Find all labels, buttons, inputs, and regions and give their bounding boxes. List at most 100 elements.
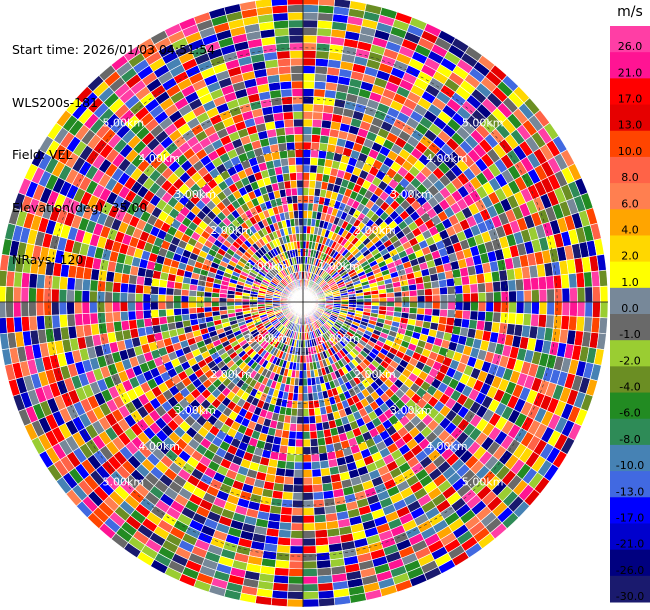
gate-cell: [290, 530, 304, 539]
gate-cell: [302, 179, 310, 189]
gate-cell: [274, 35, 290, 45]
gate-cell: [302, 217, 308, 227]
gate-cell: [313, 88, 326, 98]
gate-cell: [278, 73, 292, 83]
gate-cell: [462, 292, 472, 303]
gate-cell: [424, 308, 433, 316]
gate-cell: [203, 301, 212, 308]
gate-cell: [278, 150, 289, 160]
gate-cell: [281, 103, 294, 113]
gate-cell: [291, 95, 304, 105]
gate-cell: [298, 225, 304, 234]
gate-cell: [424, 294, 433, 303]
range-ring-label: 3.00km: [390, 188, 432, 201]
gate-cell: [598, 317, 608, 335]
gate-cell: [468, 274, 478, 285]
gate-cell: [97, 312, 107, 324]
gate-cell: [293, 476, 304, 486]
gate-cell: [290, 65, 304, 74]
range-ring-label: 4.00km: [426, 440, 468, 453]
gate-cell: [218, 301, 228, 307]
gate-cell: [302, 446, 312, 455]
ray: [302, 0, 336, 303]
range-ring-label: 2.00km: [210, 224, 252, 237]
gate-cell: [302, 354, 307, 364]
gate-cell: [0, 317, 8, 335]
gate-cell: [173, 308, 182, 316]
gate-cell: [310, 149, 320, 159]
gate-cell: [312, 483, 324, 493]
gate-cell: [515, 278, 525, 292]
gate-cell: [165, 287, 175, 296]
ray: [302, 301, 520, 530]
gate-cell: [0, 285, 7, 303]
gate-cell: [453, 317, 463, 328]
gate-cell: [313, 96, 325, 106]
gate-cell: [309, 164, 318, 174]
gate-cell: [181, 313, 191, 322]
gate-cell: [287, 4, 304, 13]
gate-cell: [546, 288, 555, 303]
ray: [302, 253, 607, 303]
ray: [302, 192, 594, 303]
gate-cell: [454, 293, 464, 303]
gate-cell: [484, 311, 494, 323]
gate-cell: [309, 430, 318, 440]
range-ring-label: 5.00km: [103, 476, 145, 489]
ray: [302, 301, 609, 319]
gate-cell: [188, 295, 197, 303]
ray: [302, 238, 605, 303]
gate-cell: [523, 289, 533, 303]
gate-cell: [73, 289, 83, 303]
gate-cell: [386, 301, 395, 308]
gate-cell: [560, 273, 570, 289]
gate-cell: [127, 301, 136, 312]
gate-cell: [286, 149, 296, 159]
gate-cell: [271, 589, 289, 600]
ray: [302, 301, 608, 335]
gate-cell: [285, 134, 295, 144]
gate-cell: [289, 423, 297, 432]
gate-cell: [283, 180, 292, 190]
gate-cell: [272, 582, 289, 592]
ray: [302, 22, 442, 303]
gate-cell: [311, 134, 321, 144]
colorbar-tick: -21.0: [616, 538, 644, 551]
gate-cell: [20, 301, 30, 318]
gate-cell: [280, 506, 293, 516]
gate-cell: [43, 288, 53, 303]
gate-cell: [499, 280, 509, 292]
colorbar-tick: 0.0: [621, 302, 639, 315]
gate-cell: [66, 301, 75, 315]
gate-cell: [0, 269, 8, 287]
ray: [302, 301, 456, 575]
gate-cell: [173, 301, 182, 310]
gate-cell: [393, 291, 403, 298]
gate-cell: [568, 315, 578, 332]
gate-cell: [291, 514, 304, 524]
gate-cell: [302, 575, 319, 585]
gate-cell: [569, 287, 578, 303]
gate-cell: [180, 288, 190, 297]
ray: [302, 301, 320, 608]
gate-cell: [218, 297, 228, 303]
range-ring-label: 1.00km: [246, 260, 288, 273]
ray: [302, 301, 531, 519]
gate-cell: [508, 290, 517, 303]
gate-cell: [430, 280, 440, 289]
gate-cell: [119, 310, 129, 322]
gate-cell: [150, 285, 160, 295]
gate-cell: [302, 4, 319, 13]
gate-cell: [289, 179, 298, 189]
velocity-rays: [0, 0, 609, 608]
colorbar: m/s26.021.017.013.010.08.06.04.02.01.00.…: [610, 4, 650, 603]
gate-cell: [515, 290, 525, 303]
gate-cell: [408, 289, 418, 297]
gate-cell: [289, 50, 304, 59]
gate-cell: [283, 118, 295, 128]
gate-cell: [297, 194, 304, 204]
gate-cell: [302, 423, 311, 432]
gate-cell: [401, 301, 411, 308]
gate-cell: [279, 514, 293, 524]
gate-cell: [286, 445, 296, 455]
